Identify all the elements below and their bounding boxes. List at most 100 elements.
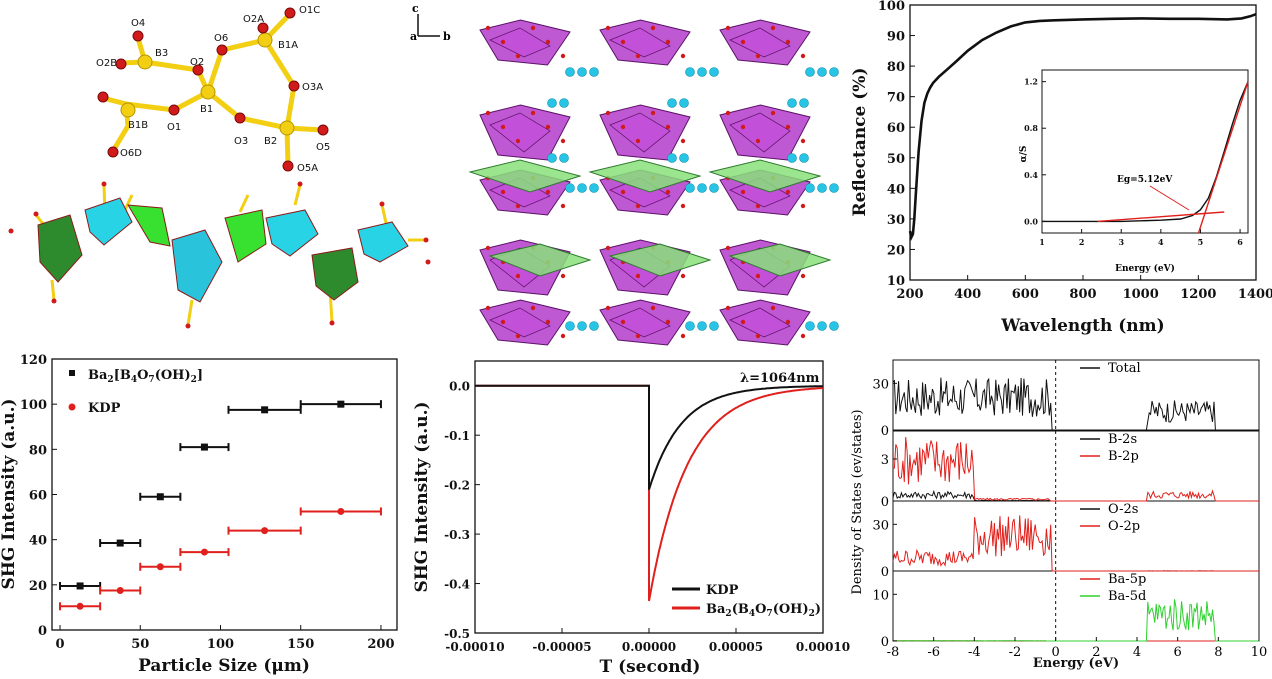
oxygen-site bbox=[635, 138, 641, 144]
oxygen-site bbox=[800, 273, 806, 279]
dos-subplot-frame bbox=[892, 500, 1260, 572]
atom-B2 bbox=[279, 120, 295, 136]
shg-time-legend: KDP Ba2(B4O7(OH)2) bbox=[672, 583, 821, 619]
polyhedral-chain bbox=[8, 181, 431, 329]
label-O3A: O3A bbox=[302, 82, 323, 93]
dos-y-tick-label: 0 bbox=[881, 635, 889, 650]
atom-O2B bbox=[115, 58, 127, 70]
y-tick-label: 120 bbox=[20, 353, 47, 368]
oxygen-site bbox=[605, 25, 611, 31]
ba-atom bbox=[559, 153, 569, 163]
y-tick-label: 10 bbox=[887, 274, 905, 289]
borate-chain bbox=[608, 243, 712, 277]
dos-legend-label: O-2p bbox=[1108, 519, 1140, 534]
ba-atom bbox=[817, 67, 827, 77]
oxygen-site bbox=[725, 25, 731, 31]
atom-O6D bbox=[107, 146, 119, 158]
polyhedra-face bbox=[489, 112, 551, 153]
oxygen-site bbox=[770, 305, 776, 311]
x-tick-label: 400 bbox=[954, 287, 981, 302]
oxygen-site bbox=[770, 110, 776, 116]
y-tick-label: 90 bbox=[887, 30, 905, 45]
boron-atoms bbox=[120, 32, 295, 136]
label-O5A: O5A bbox=[297, 163, 318, 174]
dos-subplot-frame bbox=[892, 359, 1260, 431]
x-tick-label: 200 bbox=[896, 287, 923, 302]
atom-labels: O4 B3 O2B O2 O6 B1 O2A O1C B1A O3A B1B O… bbox=[96, 5, 330, 174]
inset-curves bbox=[1042, 81, 1249, 234]
oxygen-site bbox=[560, 138, 566, 144]
ba-atom bbox=[547, 98, 557, 108]
reflectance-panel: 200 400 600 800 1000 1200 1400 10 20 30 40 50 60 70 80… bbox=[850, 0, 1272, 336]
inset-y-tick-label: 0.0 bbox=[1024, 216, 1038, 226]
shg-size-ticks: 0 50 100 150 200 0 20 40 60 80 100 120 bbox=[20, 353, 395, 652]
legend-label-kdp: KDP bbox=[88, 401, 121, 416]
oxygen-site bbox=[800, 53, 806, 59]
tetrahedron-6 bbox=[265, 209, 319, 257]
data-point bbox=[76, 602, 84, 610]
dos-legend-label: Ba-5p bbox=[1108, 572, 1146, 587]
oxygen-site bbox=[800, 138, 806, 144]
legend-marker-compound bbox=[69, 370, 75, 376]
dos-ylabel: Density of States (ev/states) bbox=[850, 409, 865, 594]
label-O1C: O1C bbox=[299, 5, 320, 16]
oxygen-site bbox=[665, 124, 671, 130]
tetrahedron-5 bbox=[224, 209, 267, 263]
inset-xlabel: Energy (eV) bbox=[1115, 263, 1175, 274]
dos-y-tick-label: 0 bbox=[881, 495, 889, 510]
axis-b-label: b bbox=[443, 30, 451, 43]
oxygen-site bbox=[560, 273, 566, 279]
dos-legend-label: Total bbox=[1108, 361, 1141, 376]
y-tick-label: 0 bbox=[38, 624, 47, 639]
y-tick-label: -0.5 bbox=[444, 627, 470, 641]
reflectance-xlabel: Wavelength (nm) bbox=[1000, 316, 1164, 336]
polyhedra-face bbox=[729, 112, 791, 153]
ba-atom bbox=[709, 321, 719, 331]
oxygen-site bbox=[755, 53, 761, 59]
polyhedra-face bbox=[609, 112, 671, 153]
ba-atom bbox=[667, 98, 677, 108]
tetrahedron-8 bbox=[357, 221, 409, 263]
inset-x-tick-label: 1 bbox=[1039, 237, 1045, 247]
oxygen-site bbox=[485, 110, 491, 116]
data-point bbox=[200, 443, 208, 451]
oxygen-site bbox=[785, 189, 791, 195]
oxygen-site bbox=[515, 273, 521, 279]
oxygen-site bbox=[680, 273, 686, 279]
oxygen-site bbox=[530, 110, 536, 116]
molecule-panel: O4 B3 O2B O2 O6 B1 O2A O1C B1A O3A B1B O… bbox=[96, 5, 330, 174]
dos-x-tick-label: -6 bbox=[927, 645, 940, 660]
dos-xlabel: Energy (eV) bbox=[1033, 656, 1119, 671]
oxygen-site bbox=[560, 203, 566, 209]
oxygen-site bbox=[650, 110, 656, 116]
dos-y-tick-label: 30 bbox=[872, 518, 889, 533]
data-point bbox=[76, 582, 84, 590]
ba-atom bbox=[799, 153, 809, 163]
polyhedra-face bbox=[609, 27, 671, 58]
inset-x-tick-label: 2 bbox=[1079, 237, 1085, 247]
dos-x-tick-label: 6 bbox=[1174, 645, 1182, 660]
ba-atom bbox=[577, 321, 587, 331]
ba-atom bbox=[829, 67, 839, 77]
dos-legend-label: Ba-5d bbox=[1108, 589, 1146, 604]
label-B3: B3 bbox=[155, 48, 168, 59]
oxygen-site bbox=[755, 203, 761, 209]
ba-atom bbox=[829, 321, 839, 331]
dos-legends: Total B-2s B-2p O-2s O-2p Ba-5p Ba-5d bbox=[1080, 361, 1146, 604]
inset-y-tick-label: 1.2 bbox=[1024, 77, 1038, 87]
tetrahedron-4 bbox=[171, 229, 223, 303]
decay-curve bbox=[475, 384, 824, 602]
shg-size-xlabel: Particle Size (μm) bbox=[138, 656, 310, 676]
ba-atom bbox=[709, 183, 719, 193]
shg-time-ylabel: SHG Intensity (a.u.) bbox=[412, 401, 432, 592]
ba-atom bbox=[787, 153, 797, 163]
ba-atom bbox=[805, 183, 815, 193]
dos-x-tick-label: 10 bbox=[1251, 645, 1268, 660]
shg-time-xlabel: T (second) bbox=[600, 657, 701, 677]
reflectance-ylabel: Reflectance (%) bbox=[850, 67, 870, 216]
oxygen-site bbox=[515, 333, 521, 339]
dos-curve bbox=[892, 377, 1259, 431]
data-point bbox=[116, 586, 124, 594]
atom-B1A bbox=[257, 32, 273, 48]
oxygen-site bbox=[515, 138, 521, 144]
